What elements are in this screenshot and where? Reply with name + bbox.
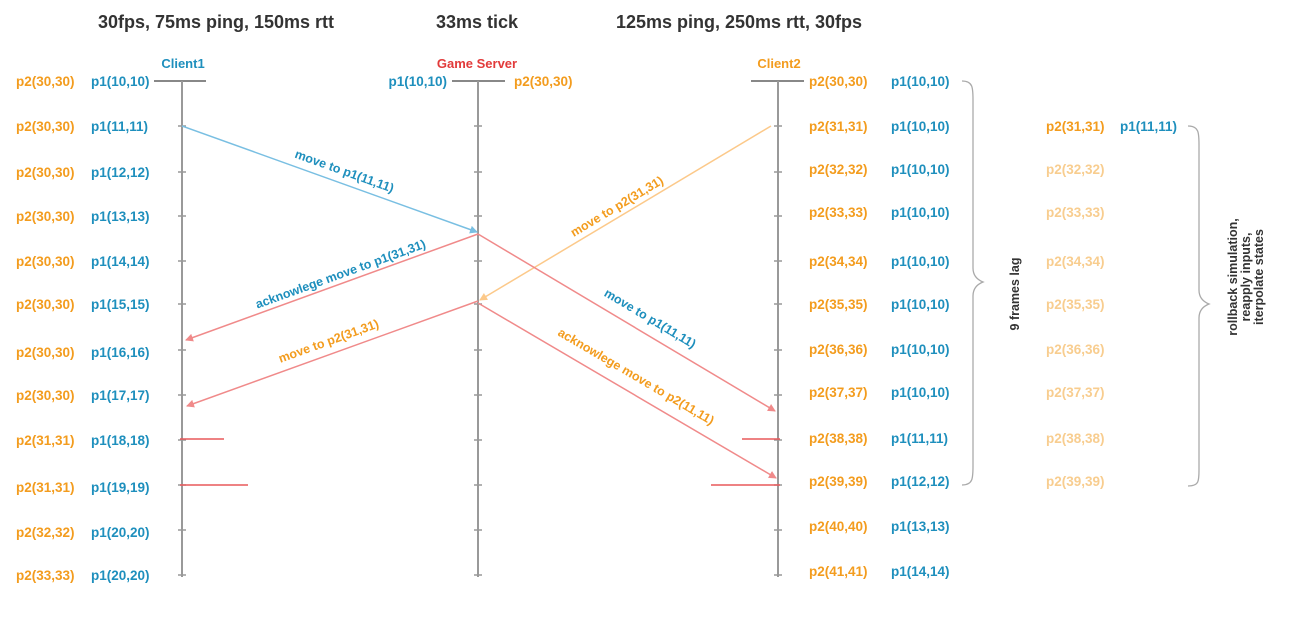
client2-p1-state: p1(10,10)	[891, 385, 950, 400]
server-timeline	[452, 80, 505, 577]
rollback-note: rollback simulation, reapply inputs, ite…	[1226, 218, 1266, 335]
client2-p2-state: p2(34,34)	[809, 254, 868, 269]
client2-p2-state: p2(37,37)	[809, 385, 868, 400]
rollback-brace	[1187, 125, 1211, 487]
client1-p2-state: p2(31,31)	[16, 433, 75, 448]
client2-p1-state: p1(10,10)	[891, 162, 950, 177]
rollback-p2-faded-state: p2(34,34)	[1046, 254, 1105, 269]
client1-p1-state: p1(19,19)	[91, 480, 150, 495]
server-ack-p1-arrow	[185, 233, 479, 342]
lag-brace	[961, 80, 985, 486]
client1-header: 30fps, 75ms ping, 150ms rtt	[98, 12, 334, 32]
client2-p1-state: p1(10,10)	[891, 342, 950, 357]
client2-p1-state: p1(10,10)	[891, 74, 950, 89]
client2-header: 125ms ping, 250ms rtt, 30fps	[616, 12, 862, 32]
client1-p2-state: p2(30,30)	[16, 388, 75, 403]
client1-lane-title: Client1	[161, 56, 204, 71]
client1-p1-state: p1(13,13)	[91, 209, 150, 224]
client1-p1-state: p1(16,16)	[91, 345, 150, 360]
client2-p2-state: p2(40,40)	[809, 519, 868, 534]
client1-p1-state: p1(11,11)	[91, 119, 148, 134]
row-labels: p2(30,30) p1(10,10) p2(30,30) p1(11,11) p2(3…	[16, 74, 1177, 583]
client2-timeline	[751, 80, 804, 577]
client1-p2-state: p2(30,30)	[16, 209, 75, 224]
server-p1-move-label: move to p1(11,11)	[602, 286, 699, 351]
rollback-p2-faded-state: p2(39,39)	[1046, 474, 1105, 489]
client1-p2-state: p2(31,31)	[16, 480, 75, 495]
client1-p1-state: p1(20,20)	[91, 525, 150, 540]
client1-p2-state: p2(33,33)	[16, 568, 75, 583]
server-lane-title: Game Server	[437, 56, 517, 71]
client2-p1-state: p1(10,10)	[891, 297, 950, 312]
client2-p1-state: p1(11,11)	[891, 431, 948, 446]
lag-note: 9 frames lag	[1008, 258, 1022, 331]
client2-p1-state: p1(12,12)	[891, 474, 950, 489]
server-ack-p2-arrow	[477, 302, 777, 479]
client1-timeline	[154, 80, 206, 577]
rollback-p2-faded-state: p2(33,33)	[1046, 205, 1105, 220]
rollback-p1-state: p1(11,11)	[1120, 119, 1177, 134]
client1-p2-state: p2(30,30)	[16, 254, 75, 269]
server-ack-p1-label: acknowlege move to p1(31,31)	[254, 237, 428, 311]
client2-p1-state: p1(10,10)	[891, 205, 950, 220]
rollback-p2-faded-state: p2(35,35)	[1046, 297, 1105, 312]
client2-p2-state: p2(32,32)	[809, 162, 868, 177]
client2-p1-state: p1(10,10)	[891, 119, 950, 134]
client1-p1-state: p1(17,17)	[91, 388, 150, 403]
client2-p2-state: p2(38,38)	[809, 431, 868, 446]
client2-p1-state: p1(10,10)	[891, 254, 950, 269]
rollback-p2-faded-state: p2(36,36)	[1046, 342, 1105, 357]
server-p1-move-to-client2-arrow	[477, 233, 776, 412]
client1-p2-state: p2(32,32)	[16, 525, 75, 540]
client2-p2-state: p2(33,33)	[809, 205, 868, 220]
client1-p2-state: p2(30,30)	[16, 297, 75, 312]
rollback-p2-faded-state: p2(32,32)	[1046, 162, 1105, 177]
client1-p1-state: p1(12,12)	[91, 165, 150, 180]
server-p1-state: p1(10,10)	[388, 74, 447, 89]
client2-p2-state: p2(36,36)	[809, 342, 868, 357]
client1-p1-state: p1(10,10)	[91, 74, 150, 89]
rollback-p2-faded-state: p2(37,37)	[1046, 385, 1105, 400]
rollback-note-line: rollback simulation,	[1226, 218, 1240, 335]
client1-p2-state: p2(30,30)	[16, 345, 75, 360]
client2-p2-state: p2(30,30)	[809, 74, 868, 89]
client2-lane-title: Client2	[757, 56, 800, 71]
client1-p2-state: p2(30,30)	[16, 74, 75, 89]
client1-p1-state: p1(18,18)	[91, 433, 150, 448]
timeline-ticks	[178, 125, 782, 576]
client2-p1-state: p1(14,14)	[891, 564, 950, 579]
client2-move-arrow	[479, 125, 772, 301]
rollback-note-line: iterpolate states	[1252, 229, 1266, 325]
server-p2-state: p2(30,30)	[514, 74, 573, 89]
client1-p1-state: p1(14,14)	[91, 254, 150, 269]
client1-p1-state: p1(20,20)	[91, 568, 150, 583]
client1-p2-state: p2(30,30)	[16, 165, 75, 180]
client2-p2-state: p2(39,39)	[809, 474, 868, 489]
rollback-p2-state: p2(31,31)	[1046, 119, 1105, 134]
client2-p1-state: p1(13,13)	[891, 519, 950, 534]
client2-p2-state: p2(41,41)	[809, 564, 868, 579]
client2-p2-state: p2(31,31)	[809, 119, 868, 134]
client1-p1-state: p1(15,15)	[91, 297, 150, 312]
rollback-p2-faded-state: p2(38,38)	[1046, 431, 1105, 446]
client1-move-arrow	[181, 125, 478, 234]
rollback-note-line: reapply inputs,	[1239, 233, 1253, 322]
client2-move-label: move to p2(31,31)	[568, 173, 666, 239]
server-header: 33ms tick	[436, 12, 519, 32]
client2-p2-state: p2(35,35)	[809, 297, 868, 312]
client1-p2-state: p2(30,30)	[16, 119, 75, 134]
server-p2-move-to-client1-arrow	[186, 300, 479, 408]
